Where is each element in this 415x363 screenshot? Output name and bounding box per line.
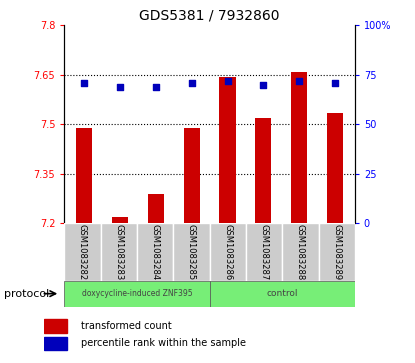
Text: GSM1083286: GSM1083286 — [223, 224, 232, 280]
Bar — [291, 72, 307, 223]
Bar — [148, 193, 164, 223]
Text: percentile rank within the sample: percentile rank within the sample — [81, 338, 247, 348]
Text: GSM1083283: GSM1083283 — [114, 224, 123, 280]
Bar — [210, 281, 355, 307]
Bar — [210, 223, 246, 281]
Bar — [44, 319, 67, 333]
Point — [224, 78, 231, 84]
Bar — [173, 223, 210, 281]
Text: GSM1083284: GSM1083284 — [151, 224, 160, 280]
Title: GDS5381 / 7932860: GDS5381 / 7932860 — [139, 9, 280, 23]
Bar — [183, 128, 200, 223]
Text: doxycycline-induced ZNF395: doxycycline-induced ZNF395 — [82, 289, 192, 298]
Text: control: control — [266, 289, 298, 298]
Text: GSM1083288: GSM1083288 — [296, 224, 305, 280]
Point — [296, 78, 303, 84]
Bar — [319, 223, 355, 281]
Point — [332, 80, 338, 86]
Point — [117, 84, 123, 90]
Point — [152, 84, 159, 90]
Text: GSM1083289: GSM1083289 — [332, 224, 341, 280]
Bar — [44, 337, 67, 350]
Text: GSM1083287: GSM1083287 — [259, 224, 269, 280]
Bar — [327, 113, 343, 223]
Bar — [246, 223, 282, 281]
Point — [188, 80, 195, 86]
Bar — [76, 128, 92, 223]
Bar — [64, 281, 210, 307]
Point — [81, 80, 88, 86]
Bar — [137, 223, 173, 281]
Bar — [101, 223, 137, 281]
Bar — [112, 217, 128, 223]
Text: transformed count: transformed count — [81, 321, 172, 331]
Text: GSM1083285: GSM1083285 — [187, 224, 196, 280]
Bar — [64, 223, 101, 281]
Bar — [255, 118, 271, 223]
Point — [260, 82, 267, 87]
Text: protocol: protocol — [4, 289, 49, 299]
Bar — [220, 77, 236, 223]
Text: GSM1083282: GSM1083282 — [78, 224, 87, 280]
Bar — [282, 223, 319, 281]
